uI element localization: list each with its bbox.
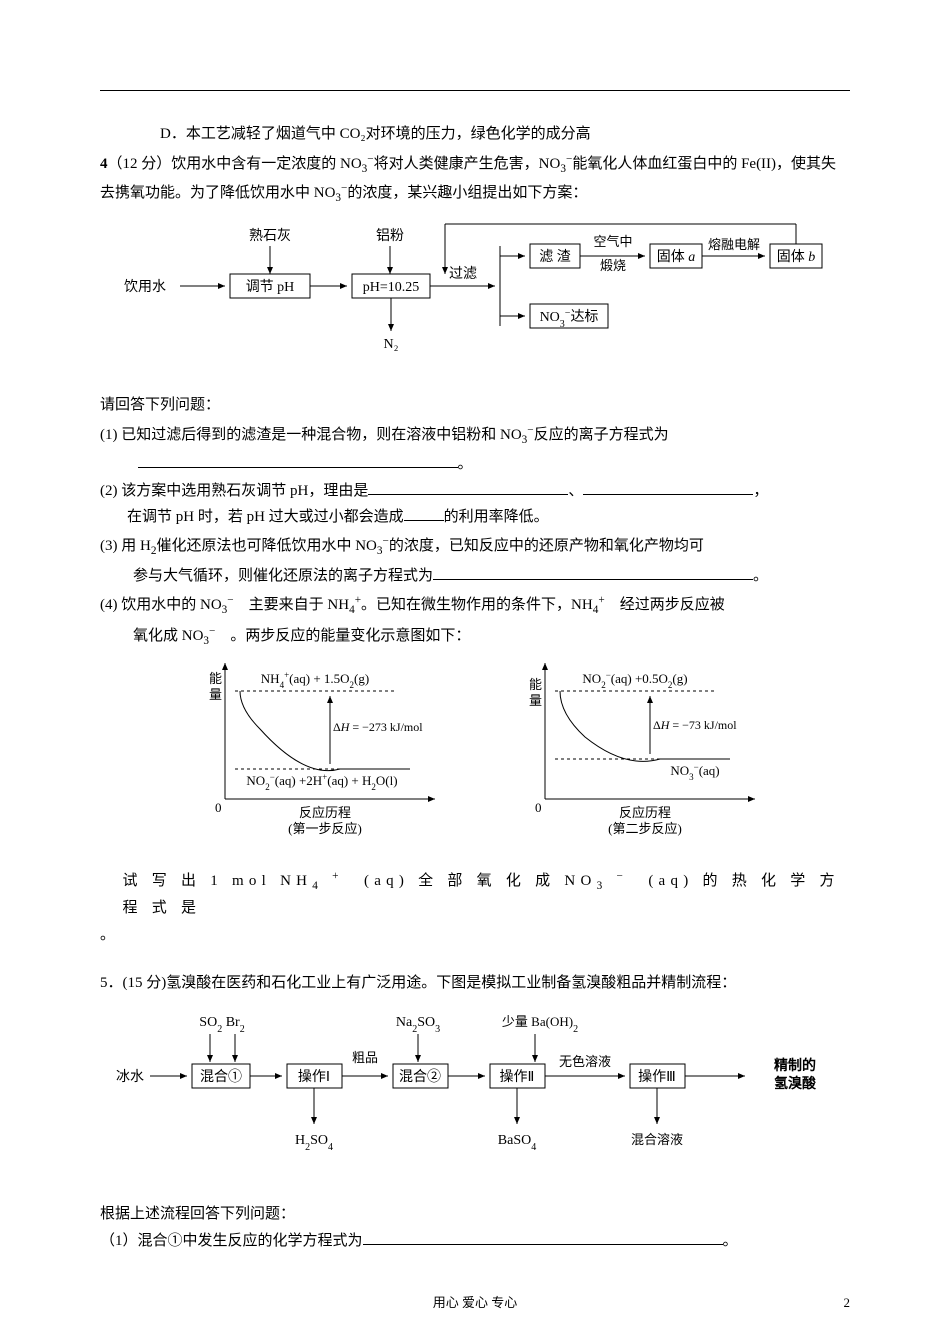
svg-text:ΔH = −273 kJ/mol: ΔH = −273 kJ/mol bbox=[333, 720, 423, 734]
d1-lvzha: 滤 渣 bbox=[539, 249, 571, 265]
svg-text:(第一步反应): (第一步反应) bbox=[288, 821, 362, 836]
q4-1: (1) 已知过滤后得到的滤渣是一种混合物，则在溶液中铝粉和 NO3−反应的离子方… bbox=[100, 421, 850, 450]
q4-4: (4) 饮用水中的 NO3− 主要来自于 NH4+。已知在微生物作用的条件下，N… bbox=[100, 591, 850, 620]
q4-final: 试 写 出 1 mol NH4 + (aq) 全 部 氧 化 成 NO3 − (… bbox=[100, 867, 850, 922]
q5-intro: 5．(15 分)氢溴酸在医药和石化工业上有广泛用途。下图是模拟工业制备氢溴酸粗品… bbox=[100, 971, 850, 997]
q5-prompt: 根据上述流程回答下列问题： bbox=[100, 1202, 850, 1228]
d1-rongrong: 熔融电解 bbox=[708, 237, 760, 252]
svg-text:混合②: 混合② bbox=[399, 1069, 441, 1085]
svg-text:固体 a: 固体 a bbox=[657, 249, 696, 265]
q4-4b: 氧化成 NO3− 。两步反应的能量变化示意图如下： bbox=[100, 622, 850, 651]
d1-n2: N₂ bbox=[384, 337, 399, 352]
svg-text:SO2 Br2: SO2 Br2 bbox=[199, 1015, 244, 1035]
d1-guolv: 过滤 bbox=[449, 266, 477, 282]
svg-text:能: 能 bbox=[529, 677, 542, 692]
flow-diagram-1: 熟石灰 铝粉 饮用水 调节 pH pH=10.25 过滤 bbox=[100, 216, 850, 386]
svg-text:NO2−(aq) +0.5O2(g): NO2−(aq) +0.5O2(g) bbox=[582, 670, 687, 690]
svg-text:NO2−(aq) +2H+(aq) + H2O(l): NO2−(aq) +2H+(aq) + H2O(l) bbox=[246, 772, 397, 792]
q5-1: （1）混合①中发生反应的化学方程式为。 bbox=[100, 1229, 850, 1255]
svg-text:0: 0 bbox=[215, 800, 222, 815]
energy-diagrams: 能 量 0 NH4+(aq) + 1.5O2(g) NO2−(aq) +2H+(… bbox=[100, 659, 850, 859]
svg-text:混合溶液: 混合溶液 bbox=[631, 1132, 683, 1147]
top-horizontal-rule bbox=[100, 90, 850, 91]
svg-text:BaSO4: BaSO4 bbox=[498, 1133, 536, 1153]
svg-text:操作Ⅱ: 操作Ⅱ bbox=[500, 1069, 535, 1085]
d1-lvfen: 铝粉 bbox=[376, 228, 404, 244]
svg-text:能: 能 bbox=[209, 671, 222, 686]
svg-text:粗品: 粗品 bbox=[352, 1050, 378, 1065]
svg-text:操作Ⅲ: 操作Ⅲ bbox=[638, 1069, 676, 1085]
svg-text:Na2SO3: Na2SO3 bbox=[396, 1015, 440, 1035]
q4-1-blank: 。 bbox=[100, 452, 850, 478]
svg-text:量: 量 bbox=[529, 693, 542, 708]
svg-text:操作Ⅰ: 操作Ⅰ bbox=[298, 1069, 330, 1085]
d1-ph: pH=10.25 bbox=[363, 280, 420, 295]
flow-diagram-2: SO2 Br2 Na2SO3 少量 Ba(OH)2 冰水 混合① 操作Ⅰ bbox=[100, 1004, 850, 1194]
svg-text:混合①: 混合① bbox=[200, 1069, 242, 1085]
svg-text:氢溴酸: 氢溴酸 bbox=[774, 1075, 817, 1092]
footer-text: 用心 爱心 专心 bbox=[0, 1292, 950, 1314]
svg-text:H2SO4: H2SO4 bbox=[295, 1133, 333, 1153]
q4-prompt: 请回答下列问题： bbox=[100, 393, 850, 419]
svg-text:ΔH = −73 kJ/mol: ΔH = −73 kJ/mol bbox=[653, 718, 737, 732]
svg-text:NO3−(aq): NO3−(aq) bbox=[670, 762, 719, 782]
option-d-text: D．本工艺减轻了烟道气中 CO₂对环境的压力，绿色化学的成分高 bbox=[100, 122, 850, 148]
svg-text:反应历程: 反应历程 bbox=[619, 805, 671, 820]
q4-2: (2) 该方案中选用熟石灰调节 pH，理由是、， 在调节 pH 时，若 pH 过… bbox=[100, 479, 850, 530]
svg-text:反应历程: 反应历程 bbox=[299, 805, 351, 820]
q4-3: (3) 用 H2催化还原法也可降低饮用水中 NO3−的浓度，已知反应中的还原产物… bbox=[100, 532, 850, 561]
svg-text:精制的: 精制的 bbox=[774, 1057, 816, 1074]
d1-yinyongshui: 饮用水 bbox=[124, 279, 166, 295]
document-page: D．本工艺减轻了烟道气中 CO₂对环境的压力，绿色化学的成分高 4（12 分）饮… bbox=[0, 0, 950, 1344]
q4-intro: 4（12 分）饮用水中含有一定浓度的 NO3−将对人类健康产生危害，NO3−能氧… bbox=[100, 150, 850, 208]
svg-text:NO3−达标: NO3−达标 bbox=[540, 307, 599, 329]
svg-text:煅烧: 煅烧 bbox=[600, 258, 626, 273]
d1-shushihui: 熟石灰 bbox=[249, 228, 291, 244]
svg-text:固体 b: 固体 b bbox=[777, 249, 816, 265]
d1-tiaojiepH: 调节 pH bbox=[246, 279, 295, 295]
svg-text:NH4+(aq) + 1.5O2(g): NH4+(aq) + 1.5O2(g) bbox=[261, 670, 369, 690]
svg-text:少量 Ba(OH)2: 少量 Ba(OH)2 bbox=[502, 1014, 578, 1035]
svg-text:空气中: 空气中 bbox=[593, 234, 632, 249]
svg-text:冰水: 冰水 bbox=[116, 1069, 144, 1085]
svg-text:量: 量 bbox=[209, 687, 222, 702]
q4-final-end: 。 bbox=[100, 923, 850, 949]
page-number: 2 bbox=[844, 1292, 851, 1314]
svg-text:(第二步反应): (第二步反应) bbox=[608, 821, 682, 836]
q4-3b: 参与大气循环，则催化还原法的离子方程式为。 bbox=[100, 564, 850, 590]
svg-text:0: 0 bbox=[535, 800, 542, 815]
svg-text:无色溶液: 无色溶液 bbox=[559, 1054, 611, 1069]
